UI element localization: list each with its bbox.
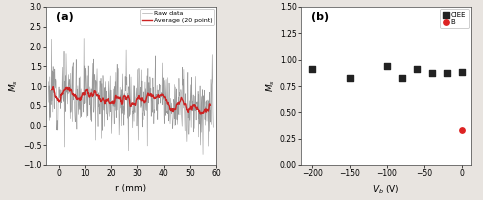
CIEE [398, 76, 406, 79]
Legend: CIEE, B: CIEE, B [440, 9, 469, 28]
Raw data [144, 75, 150, 77]
Raw data [181, 68, 187, 71]
Y-axis label: $M_s$: $M_s$ [8, 80, 20, 92]
CIEE [443, 72, 451, 75]
Legend: Raw data, Average (20 point): Raw data, Average (20 point) [141, 9, 214, 25]
Raw data [125, 117, 131, 119]
Raw data [45, 81, 51, 83]
Text: (a): (a) [56, 12, 74, 22]
Average (20 point) [164, 101, 170, 103]
Raw data [135, 99, 141, 102]
Line: Raw data: Raw data [48, 38, 213, 155]
CIEE [346, 76, 354, 79]
Raw data [211, 126, 216, 128]
X-axis label: r (mm): r (mm) [115, 184, 146, 193]
Raw data [81, 37, 87, 40]
CIEE [413, 68, 421, 71]
Raw data [124, 100, 130, 103]
Average (20 point) [129, 103, 135, 105]
Text: (b): (b) [311, 12, 329, 22]
Raw data [207, 110, 213, 112]
X-axis label: $V_b$ (V): $V_b$ (V) [372, 184, 400, 196]
CIEE [308, 68, 316, 71]
Average (20 point) [161, 95, 167, 98]
CIEE [428, 71, 436, 74]
Y-axis label: $M_s$: $M_s$ [265, 80, 277, 92]
Average (20 point) [50, 85, 56, 88]
Line: Average (20 point): Average (20 point) [52, 87, 210, 114]
Average (20 point) [207, 104, 213, 107]
B [458, 129, 466, 132]
Average (20 point) [121, 95, 127, 97]
Average (20 point) [201, 112, 207, 114]
CIEE [383, 64, 391, 68]
Raw data [200, 153, 206, 156]
Average (20 point) [166, 104, 172, 107]
Average (20 point) [49, 88, 55, 91]
Average (20 point) [198, 113, 204, 115]
CIEE [458, 71, 466, 74]
